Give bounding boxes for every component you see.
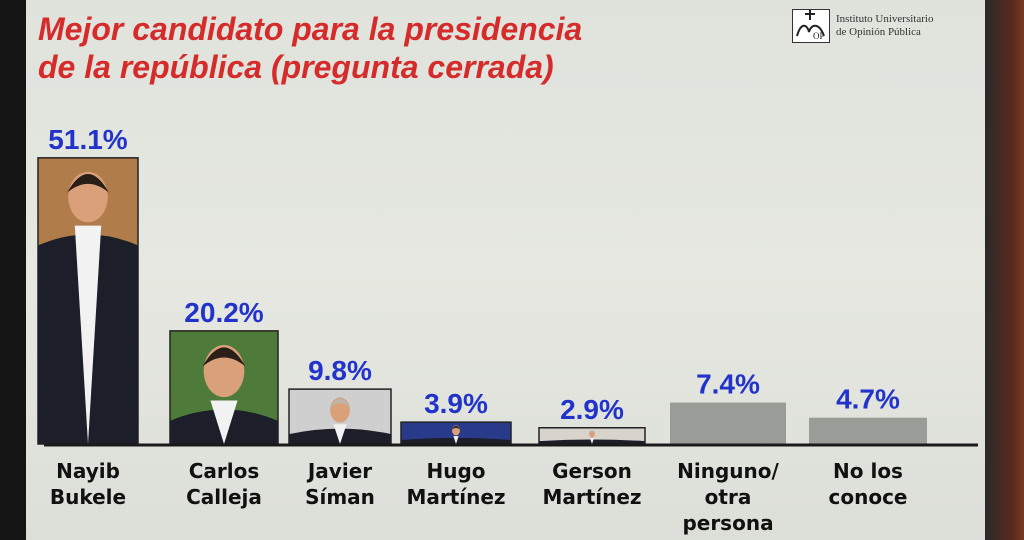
candidate-photo xyxy=(37,157,139,445)
institute-logo: OP Instituto Universitario de Opinión Pú… xyxy=(792,6,982,46)
candidate-photo xyxy=(538,427,646,445)
bar xyxy=(809,417,927,444)
bar xyxy=(670,402,786,444)
chart-title-line-2: de la república (pregunta cerrada) xyxy=(38,49,554,85)
screen-frame-left xyxy=(0,0,26,540)
value-label: 51.1% xyxy=(48,124,127,155)
chart-title-line-1: Mejor candidato para la presidencia xyxy=(38,11,583,47)
category-label: No los conoce xyxy=(829,459,908,509)
candidate-photo xyxy=(288,388,392,445)
value-label: 20.2% xyxy=(184,297,263,328)
category-label: Carlos Calleja xyxy=(186,459,262,509)
chart-title: Mejor candidato para la presidencia de l… xyxy=(38,10,798,86)
institute-logo-icon: OP xyxy=(792,9,830,43)
slide: Mejor candidato para la presidencia de l… xyxy=(26,0,985,540)
category-label: Nayib Bukele xyxy=(50,459,126,509)
institute-name-line-2: de Opinión Pública xyxy=(836,26,921,38)
candidate-photo xyxy=(400,421,512,445)
category-label: Javier Síman xyxy=(305,459,375,509)
institute-logo-text: Instituto Universitario de Opinión Públi… xyxy=(836,13,933,39)
institute-name-line-1: Instituto Universitario xyxy=(836,13,934,25)
value-label: 9.8% xyxy=(308,355,372,386)
value-label: 4.7% xyxy=(836,384,900,415)
screen-frame-right xyxy=(985,0,1024,540)
category-label: Ninguno/otra persona xyxy=(677,459,779,535)
category-label: Hugo Martínez xyxy=(406,459,505,509)
bar-chart: 51.1% 20.2% 9.8% 3.9% 2.9% 7.4% 4.7% Nayib Bukel… xyxy=(37,124,978,535)
value-label: 7.4% xyxy=(696,369,760,400)
svg-text:OP: OP xyxy=(813,31,825,41)
value-label: 2.9% xyxy=(560,394,624,425)
candidate-photo xyxy=(169,330,279,445)
value-label: 3.9% xyxy=(424,388,488,419)
category-label: Gerson Martínez xyxy=(542,459,641,509)
